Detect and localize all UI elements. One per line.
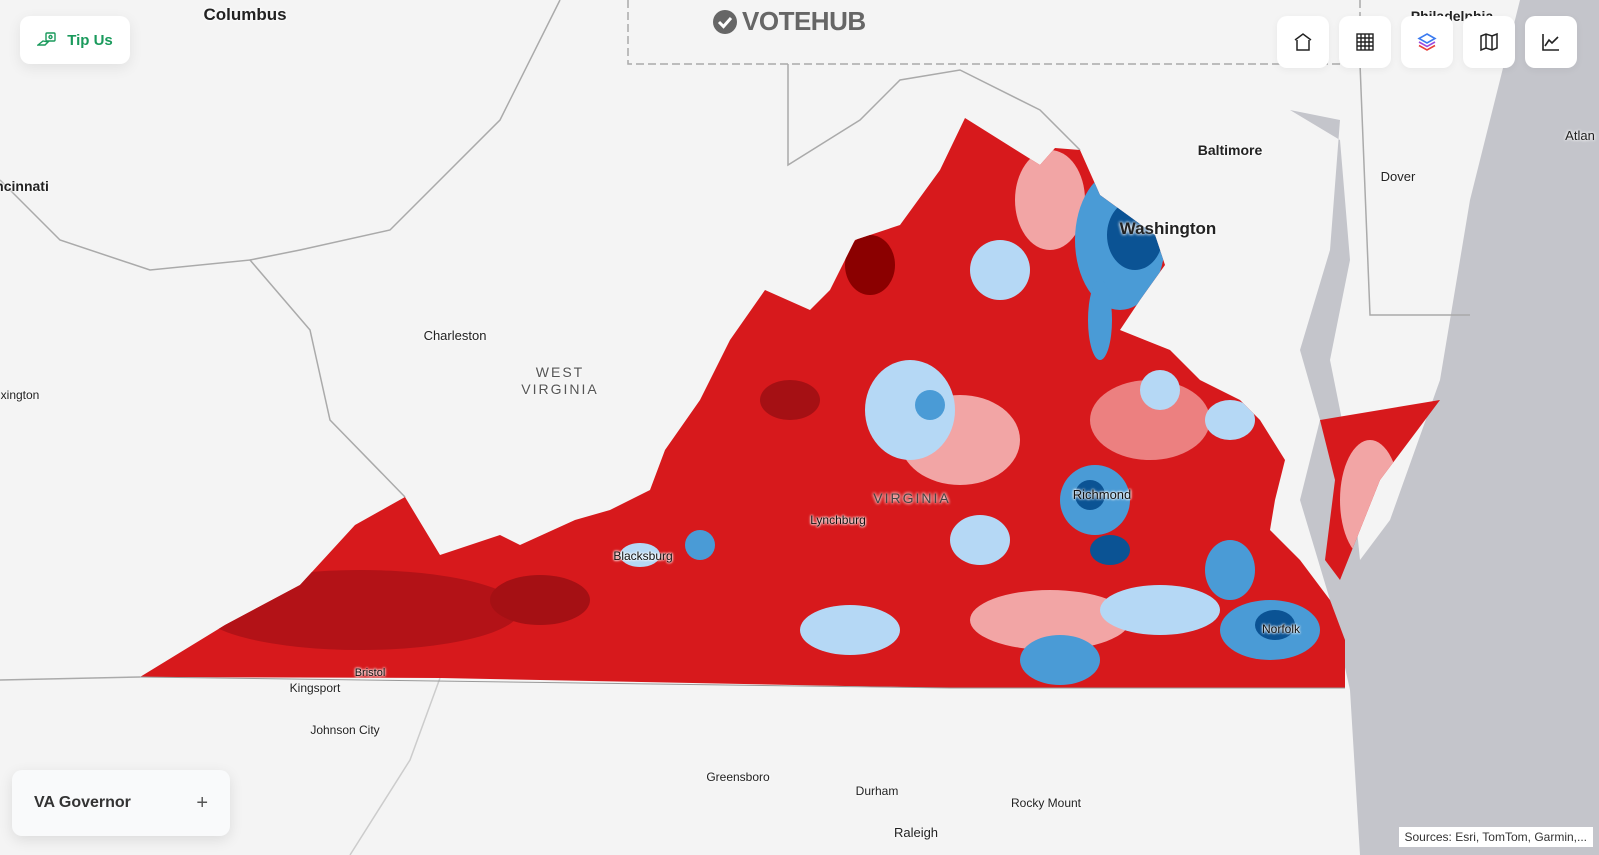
tip-us-button[interactable]: Tip Us xyxy=(20,16,130,64)
line-chart-icon xyxy=(1542,34,1559,51)
grid-icon xyxy=(1356,33,1374,51)
basemap-button[interactable] xyxy=(1463,16,1515,68)
state-label-west-virginia: WEST VIRGINIA xyxy=(521,364,599,397)
city-label-dover: Dover xyxy=(1380,169,1416,184)
home-button[interactable] xyxy=(1277,16,1329,68)
layers-button[interactable] xyxy=(1401,16,1453,68)
city-label-washington: Washington xyxy=(1119,219,1217,238)
city-label-johnson-city: Johnson City xyxy=(310,723,380,737)
expand-button[interactable]: + xyxy=(196,791,208,814)
chesapeake-bay xyxy=(1290,0,1599,855)
city-label-rocky-mount: Rocky Mount xyxy=(1010,796,1082,810)
city-label-baltimore: Baltimore xyxy=(1197,142,1263,158)
state-label-virginia: VIRGINIA xyxy=(873,490,951,506)
table-button[interactable] xyxy=(1339,16,1391,68)
map-attribution[interactable]: Sources: Esri, TomTom, Garmin,... xyxy=(1398,827,1593,847)
city-label-cincinnati: ncinnati xyxy=(0,178,49,194)
city-label-atlantic: Atlan xyxy=(1565,128,1595,143)
votehub-logo: VOTEHUB xyxy=(712,6,866,37)
brand-name: VOTEHUB xyxy=(742,6,866,36)
city-label-lexington: xington xyxy=(0,388,40,402)
race-label: VA Governor xyxy=(34,794,131,811)
check-circle-icon xyxy=(713,9,737,34)
chart-button[interactable] xyxy=(1525,16,1577,68)
layers-icon xyxy=(1417,33,1437,51)
tip-us-label: Tip Us xyxy=(67,31,113,49)
map-icon xyxy=(1480,32,1498,52)
city-label-raleigh: Raleigh xyxy=(893,825,939,840)
city-label-kingsport: Kingsport xyxy=(289,681,341,695)
map-toolbar xyxy=(1277,16,1577,68)
home-icon xyxy=(1294,33,1312,51)
city-label-columbus: Columbus xyxy=(203,5,287,24)
city-label-richmond: Richmond xyxy=(1072,487,1132,502)
city-label-bristol: Bristol xyxy=(354,667,386,679)
virginia-precincts xyxy=(140,118,1440,688)
city-label-charleston: Charleston xyxy=(423,328,487,343)
city-label-norfolk: Norfolk xyxy=(1261,622,1301,636)
city-label-greensboro: Greensboro xyxy=(706,770,770,784)
city-label-lynchburg: Lynchburg xyxy=(810,513,866,527)
city-label-durham: Durham xyxy=(855,784,899,798)
race-selector-panel[interactable]: VA Governor + xyxy=(12,770,230,836)
hand-coin-icon xyxy=(37,32,56,46)
city-label-blacksburg: Blacksburg xyxy=(613,549,673,563)
